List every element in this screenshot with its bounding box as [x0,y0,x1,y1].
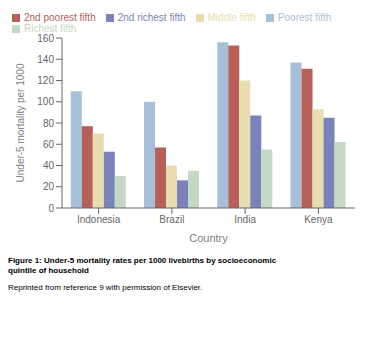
html-text:Figure 1: Under-5 mortality ra: Figure 1: Under-5 mortality rates per 10… [8,256,277,276]
svg-text:Country: Country [189,232,228,244]
html-text:Poorest fifth: Poorest fifth [277,12,332,23]
html-text:Reprinted from reference 9 wit: Reprinted from reference 9 with permissi… [8,282,203,292]
svg-text:160: 160 [37,33,54,44]
html-text:Middle fifth: Middle fifth [207,12,256,23]
svg-text:100: 100 [37,96,54,107]
svg-text:Under-5 mortality per 1000: Under-5 mortality per 1000 [15,63,26,182]
svg-text:120: 120 [37,75,54,86]
svg-text:India: India [234,214,256,225]
svg-text:40: 40 [43,160,55,171]
svg-text:140: 140 [37,54,54,65]
html-text:2nd richest fifth: 2nd richest fifth [117,12,186,23]
svg-text:Kenya: Kenya [304,214,333,225]
svg-text:Brazil: Brazil [159,214,184,225]
html-text:Richest fifth: Richest fifth [24,23,77,34]
svg-text:80: 80 [43,118,55,129]
svg-text:Indonesia: Indonesia [77,214,121,225]
svg-text:20: 20 [43,181,55,192]
svg-text:0: 0 [48,203,54,214]
html-text:2nd poorest fifth: 2nd poorest fifth [24,12,96,23]
svg-text:60: 60 [43,139,55,150]
